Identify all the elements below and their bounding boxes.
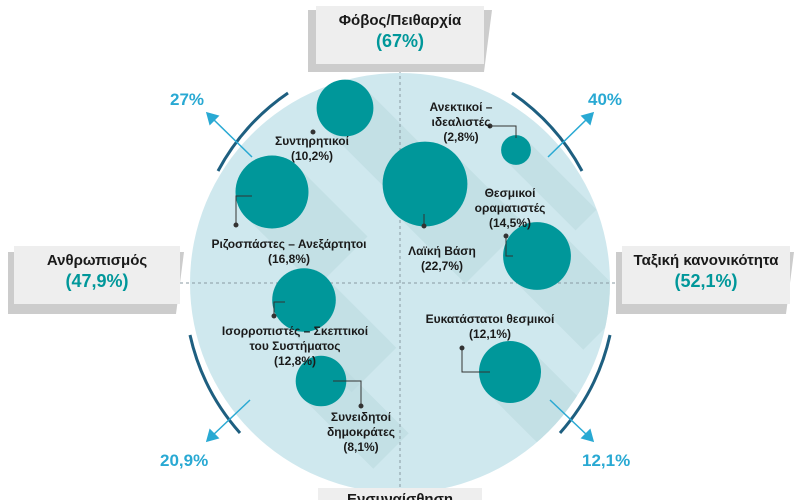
quadrant-pct-top-left: 27% [170,90,205,109]
leader-line [461,348,490,373]
label-pct: (10,2%) [290,149,334,163]
axis-box-bottom-shape [318,488,482,500]
arc-top-left [216,91,289,172]
arc-top-right [511,91,584,172]
axis-title-right: Ταξική κανονικότητα [633,252,779,269]
label-name: Θεσμικοί οραματιστές [474,186,546,215]
leader-dot [233,222,239,228]
label-name: Συντηρητικοί [275,134,349,148]
leader-line [273,301,285,316]
leader-dot [459,345,465,351]
arrow-bottom-left [205,399,251,443]
leader-dot [503,233,509,239]
label-pct: (14,5%) [488,216,532,230]
leader-dot [358,403,364,409]
axis-pct-top: (67%) [375,31,424,51]
segment-bubble [316,79,374,137]
axis-pct-right: (52,1%) [674,271,738,291]
axis-pct-left: (47,9%) [65,271,129,291]
segment-bubble [479,341,541,403]
label-pct: (2,8%) [443,130,479,144]
axis-label-top: Φόβος/Πειθαρχία (67%) [316,12,484,52]
arc-bottom-left [188,334,242,434]
label-conservatives: Συντηρητικοί (10,2%) [262,134,362,164]
leader-line [333,380,362,406]
bubble-shadow [505,139,597,231]
label-balancers-skeptics: Ισορροπιστές – Σκεπτικοί του Συστήματος … [220,324,370,369]
segment-bubble [501,135,531,165]
leader-lines [233,123,517,409]
label-name: Ισορροπιστές – Σκεπτικοί του Συστήματος [221,324,369,353]
segment-bubble [272,268,336,332]
axis-box-left-shape [8,246,184,314]
arrow-bottom-right [549,399,595,443]
axis-box-top-shape [308,6,492,72]
arc-bottom-right [558,334,612,434]
leader-dot [310,129,316,135]
axis-label-bottom: Ενσυναίσθηση [318,491,482,500]
axis-title-bottom: Ενσυναίσθηση [346,491,454,500]
label-pct: (12,8%) [273,354,317,368]
arrow-top-right [547,111,595,158]
label-popular-base: Λαϊκή Βάση (22,7%) [392,244,492,274]
axis-label-left: Ανθρωπισμός (47,9%) [14,252,180,292]
label-name: Ανεκτικοί – ιδεαλιστές [429,100,493,129]
label-institutional-visionaries: Θεσμικοί οραματιστές (14,5%) [462,186,558,231]
label-tolerant-idealists: Ανεκτικοί – ιδεαλιστές (2,8%) [408,100,514,145]
leader-line [505,236,513,257]
leader-line [490,125,517,138]
arrow-top-left [205,111,253,158]
segment-bubbles [235,79,571,407]
segment-bubble [503,222,571,290]
quadrant-pct-bottom-left: 20,9% [160,451,209,470]
segment-bubble [382,141,468,227]
label-name: Ευκατάστατοι θεσμικοί [425,312,555,326]
label-affluent-institutionals: Ευκατάστατοι θεσμικοί (12,1%) [410,312,570,342]
label-radicals-independents: Ριζοσπάστες – Ανεξάρτητοι (16,8%) [204,237,374,267]
leader-line [235,195,252,225]
segment-bubble [295,355,347,407]
label-conscious-democrats: Συνειδητοί δημοκράτες (8,1%) [316,410,406,455]
label-pct: (16,8%) [267,252,311,266]
label-name: Συνειδητοί δημοκράτες [326,410,396,439]
leader-dot [271,313,277,319]
quadrant-pct-bottom-right: 12,1% [582,451,631,470]
leader-dot [421,223,427,229]
label-name: Ριζοσπάστες – Ανεξάρτητοι [211,237,367,251]
quadrant-pct-top-right: 40% [588,90,623,109]
axis-title-left: Ανθρωπισμός [46,252,148,269]
axis-box-right-shape [616,246,794,314]
leader-dot [487,123,493,129]
label-name: Λαϊκή Βάση [408,244,476,258]
label-pct: (12,1%) [468,327,512,341]
axis-title-top: Φόβος/Πειθαρχία [338,12,462,29]
label-pct: (8,1%) [343,440,379,454]
segment-bubble [235,155,309,229]
label-pct: (22,7%) [420,259,464,273]
axis-label-right: Ταξική κανονικότητα (52,1%) [622,252,790,292]
